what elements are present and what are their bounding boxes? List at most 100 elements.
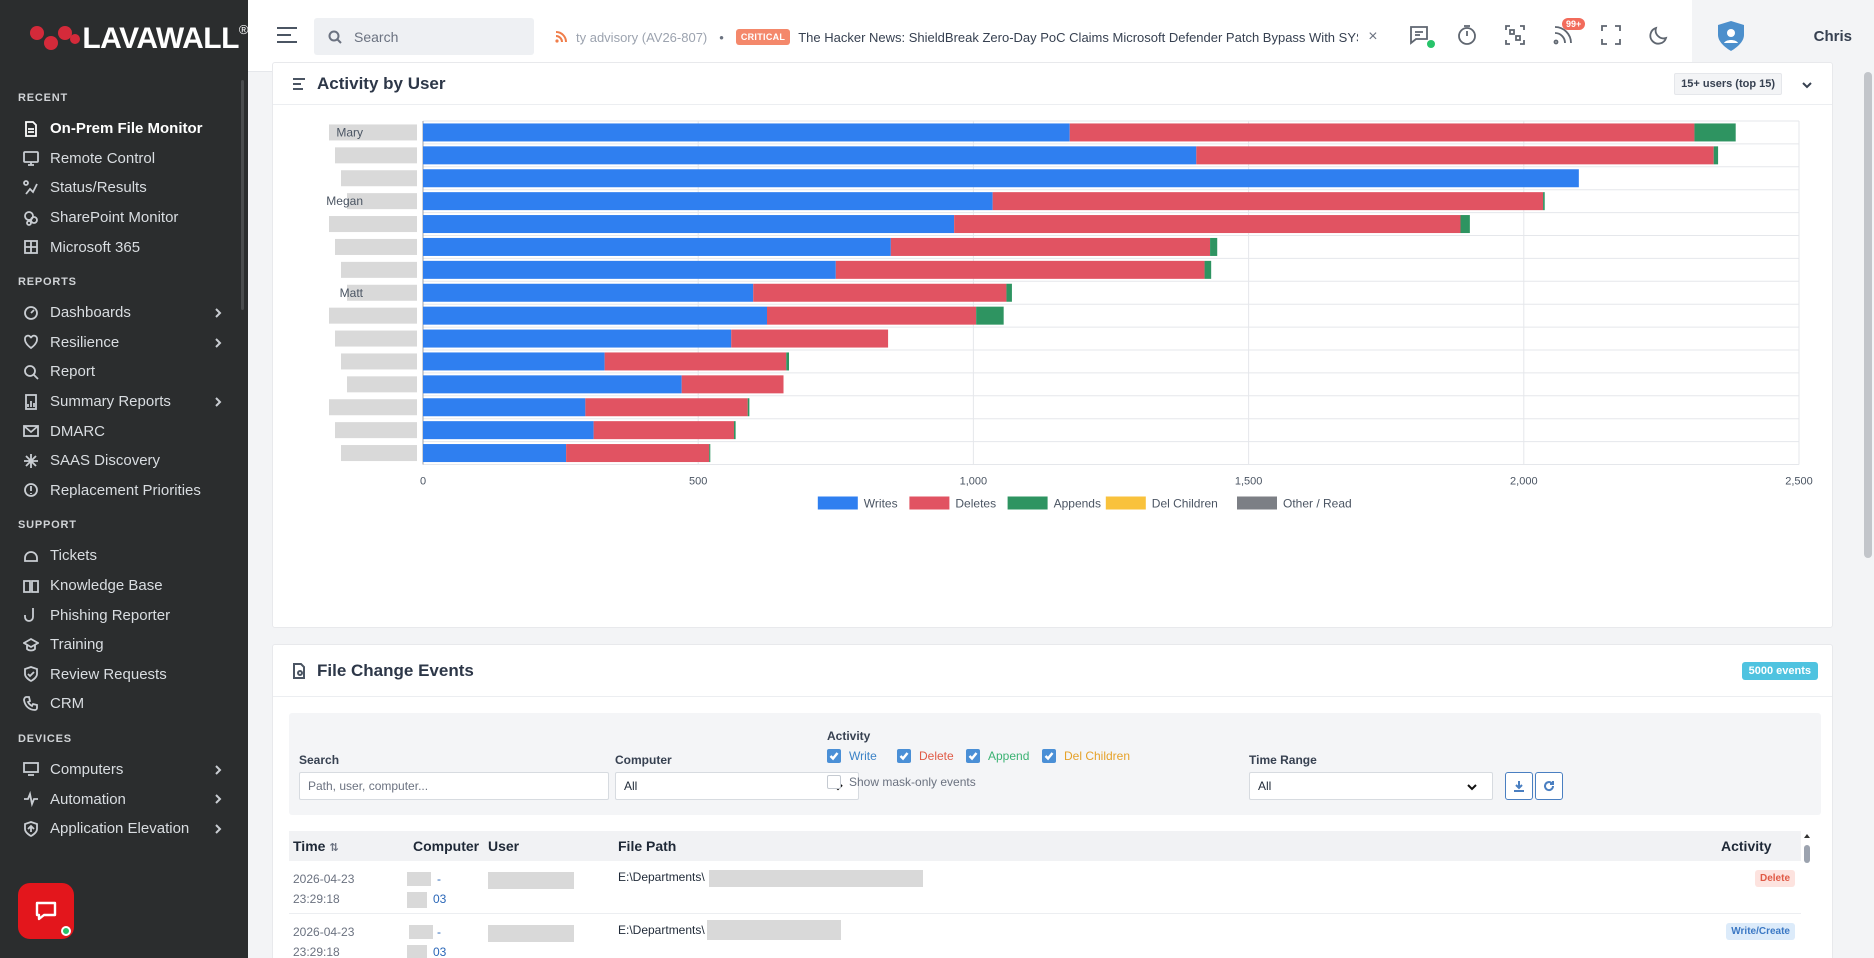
fullscreen-button[interactable] — [1600, 24, 1624, 48]
news-ticker[interactable]: ty advisory (AV26-807) • CRITICAL The Ha… — [554, 22, 1634, 52]
bar-segment-writes — [423, 329, 732, 348]
sidebar-item-remote-control[interactable]: Remote Control — [0, 144, 248, 174]
sidebar-item-microsoft-365[interactable]: Microsoft 365 — [0, 232, 248, 262]
delete-checkbox[interactable]: Delete — [897, 749, 954, 763]
mask-only-checkbox[interactable]: Show mask-only events — [827, 775, 976, 789]
col-computer[interactable]: Computer — [413, 838, 480, 854]
ticker-headline[interactable]: The Hacker News: ShieldBreak Zero-Day Po… — [798, 29, 1359, 45]
download-button[interactable] — [1505, 772, 1533, 800]
write-checkbox[interactable]: Write — [827, 749, 877, 763]
col-activity[interactable]: Activity — [1721, 838, 1772, 854]
feeds-button[interactable]: 99+ — [1552, 18, 1586, 48]
brand-name: LAVAWALL® — [82, 22, 248, 55]
time-range-select[interactable]: All — [1249, 772, 1493, 800]
sidebar-item-replacement-priorities[interactable]: Replacement Priorities — [0, 476, 248, 506]
sidebar-item-status-results[interactable]: Status/Results — [0, 173, 248, 203]
table-row[interactable]: 2026-04-23 23:29:18 -03 E:\Departments\ W… — [289, 914, 1801, 958]
search-label: Search — [299, 753, 340, 767]
brand-logo[interactable]: LAVAWALL® — [0, 0, 248, 78]
checkmark-icon — [827, 749, 841, 763]
bar-segment-appends — [1713, 146, 1719, 165]
sidebar-item-tickets[interactable]: Tickets — [0, 541, 248, 571]
bar-segment-writes — [423, 260, 836, 279]
dark-mode-toggle[interactable] — [1648, 24, 1672, 48]
bar-segment-deletes — [1069, 123, 1695, 142]
sidebar-item-label: Automation — [50, 790, 126, 808]
search-placeholder: Path, user, computer... — [308, 779, 429, 793]
sidebar-item-computers[interactable]: Computers — [0, 755, 248, 785]
bar-segment-appends — [1204, 260, 1212, 279]
sidebar-item-training[interactable]: Training — [0, 630, 248, 660]
chat-button[interactable] — [18, 883, 74, 939]
row-computer[interactable]: -03 — [433, 872, 447, 906]
redacted-user — [488, 872, 574, 889]
redacted-block — [407, 872, 431, 886]
time-range-label: Time Range — [1249, 753, 1317, 767]
sidebar-scrollbar[interactable] — [241, 80, 244, 310]
main-scrollbar[interactable] — [1864, 72, 1872, 558]
sidebar-item-resilience[interactable]: Resilience — [0, 328, 248, 358]
microsoft-icon — [22, 238, 40, 256]
sidebar-item-automation[interactable]: Automation — [0, 784, 248, 814]
computer-value: All — [624, 779, 638, 793]
users-select[interactable]: 15+ users (top 15) — [1674, 73, 1782, 95]
activity-badge: Delete — [1754, 870, 1795, 887]
user-menu[interactable]: Chris — [1692, 0, 1874, 72]
sidebar-item-sharepoint-monitor[interactable]: SharePoint Monitor — [0, 203, 248, 233]
y-category-label: Matt — [340, 286, 364, 300]
sidebar-item-crm[interactable]: CRM — [0, 689, 248, 719]
sidebar-item-report[interactable]: Report — [0, 357, 248, 387]
append-checkbox[interactable]: Append — [966, 749, 1029, 763]
refresh-button[interactable] — [1535, 772, 1563, 800]
menu-toggle-button[interactable] — [276, 26, 298, 44]
card-title: Activity by User — [317, 73, 446, 93]
sidebar-item-phishing-reporter[interactable]: Phishing Reporter — [0, 600, 248, 630]
row-computer[interactable]: -03 — [433, 925, 447, 958]
col-time[interactable]: Time ⇅ — [293, 838, 339, 854]
event-search-input[interactable]: Path, user, computer... — [299, 772, 609, 800]
del-children-checkbox[interactable]: Del Children — [1042, 749, 1130, 763]
sidebar-item-knowledge-base[interactable]: Knowledge Base — [0, 571, 248, 601]
redacted-block — [407, 892, 427, 908]
messages-button[interactable] — [1408, 24, 1435, 48]
nav-section-devices: DEVICES — [18, 732, 72, 745]
status-icon — [22, 179, 40, 197]
notification-count-badge: 99+ — [1562, 18, 1586, 30]
timer-button[interactable] — [1456, 24, 1480, 48]
graduation-icon — [22, 636, 40, 654]
ticker-close-button[interactable]: × — [1368, 28, 1378, 45]
col-user[interactable]: User — [488, 838, 520, 854]
activity-card-header: Activity by User 15+ users (top 15) — [273, 63, 1832, 105]
chevron-right-icon — [212, 306, 224, 318]
computer-select[interactable]: All — [615, 772, 859, 800]
computer-icon — [22, 760, 40, 778]
bar-segment-writes — [423, 375, 682, 394]
search-input[interactable]: Search — [314, 18, 534, 55]
sidebar-item-label: Remote Control — [50, 149, 156, 167]
chevron-down-icon[interactable] — [1800, 77, 1814, 91]
sidebar-item-saas-discovery[interactable]: SAAS Discovery — [0, 446, 248, 476]
automation-icon — [22, 790, 40, 808]
x-tick-label: 0 — [420, 476, 426, 488]
bar-segment-writes — [423, 146, 1197, 165]
table-scrollbar[interactable] — [1803, 831, 1811, 951]
sidebar-item-dashboards[interactable]: Dashboards — [0, 298, 248, 328]
bar-segment-writes — [423, 283, 754, 302]
legend-label: Other / Read — [1283, 497, 1352, 511]
sidebar-item-dmarc[interactable]: DMARC — [0, 416, 248, 446]
sidebar-item-summary-reports[interactable]: Summary Reports — [0, 387, 248, 417]
col-file-path[interactable]: File Path — [618, 838, 677, 854]
search-placeholder: Search — [354, 28, 399, 45]
sidebar-item-application-elevation[interactable]: Application Elevation — [0, 814, 248, 844]
legend-swatch — [1105, 496, 1146, 510]
row-file-path: E:\Departments\ — [618, 923, 705, 937]
qr-scan-button[interactable] — [1504, 24, 1528, 48]
bar-segment-appends — [733, 421, 736, 440]
refresh-icon — [1544, 781, 1555, 792]
ticker-previous-item: ty advisory (AV26-807) — [576, 29, 708, 45]
sidebar-item-review-requests[interactable]: Review Requests — [0, 660, 248, 690]
table-row[interactable]: 2026-04-23 23:29:18 -03 E:\Departments\ D… — [289, 861, 1801, 914]
sidebar-item-on-prem-file-monitor[interactable]: On-Prem File Monitor — [0, 114, 248, 144]
chat-icon — [35, 901, 57, 921]
ticker-separator: • — [719, 29, 724, 45]
